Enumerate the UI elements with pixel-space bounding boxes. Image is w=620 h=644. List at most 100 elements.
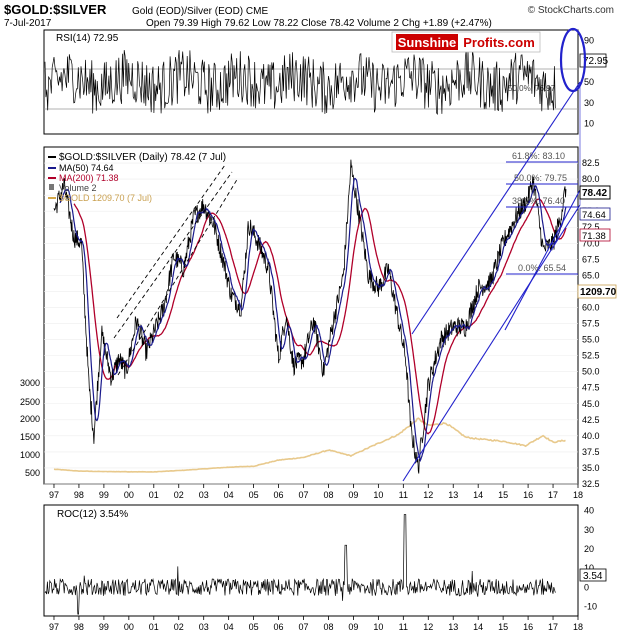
roc-panel: ROC(12) 3.54% 40 30 20 10 0 -10 3.54 [43, 504, 607, 617]
year-tick-label: 01 [149, 622, 159, 632]
tag-gold: 1209.70 [580, 287, 617, 298]
tag-ratio: 78.42 [582, 188, 607, 199]
fibonacci-levels [506, 161, 578, 275]
ratio-path [53, 159, 567, 474]
right-tick-label: 47.5 [582, 383, 600, 393]
left-tick-label: 2000 [20, 414, 40, 424]
year-tick-label: 03 [199, 490, 209, 500]
year-tick-label: 98 [74, 490, 84, 500]
rsi-tick-label: 90 [584, 35, 594, 45]
ma50-line [59, 177, 567, 463]
roc-tick-label: -10 [584, 601, 597, 611]
fib-label-000: 0.0%: 65.54 [518, 263, 566, 273]
year-tick-label: 15 [498, 490, 508, 500]
year-tick-label: 04 [224, 622, 234, 632]
year-tick-label: 13 [448, 490, 458, 500]
right-tick-label: 45.0 [582, 399, 600, 409]
chart-symbol: $GOLD:$SILVER [4, 2, 107, 17]
year-axis-main: 97 98 99 00 01 02 03 04 05 06 07 08 09 10 11 12 13 14 15 16… [49, 484, 583, 500]
year-tick-label: 98 [74, 622, 84, 632]
year-tick-label: 05 [249, 490, 259, 500]
rsi-tick-label: 10 [584, 119, 594, 129]
year-tick-label: 16 [523, 490, 533, 500]
year-tick-label: 18 [573, 622, 583, 632]
gold-series-path [53, 417, 566, 473]
legend-gold: $GOLD 1209.70 (7 Jul) [59, 193, 152, 203]
fib-label-500: 50.0%: 79.75 [514, 173, 567, 183]
right-tick-label: 37.5 [582, 447, 600, 457]
main-panel: 61.8%: 83.10 50.0%: 79.75 38.2%: 76.40 0… [20, 27, 617, 489]
year-tick-label: 02 [174, 490, 184, 500]
rsi-current-tag [579, 53, 607, 68]
roc-path [44, 514, 556, 615]
rsi-tick-label: 50 [584, 77, 594, 87]
year-tick-label: 00 [124, 622, 134, 632]
right-tick-label: 60.0 [582, 302, 600, 312]
gold-silver-ratio-line [53, 159, 567, 474]
year-tick-label: 13 [448, 622, 458, 632]
sunshine-profits-logo: Sunshine Profits.com [391, 31, 541, 53]
right-tick-label: 50.0 [582, 367, 600, 377]
fib-label-382: 38.2%: 76.40 [512, 196, 565, 206]
gold-price-line [53, 417, 566, 473]
right-tick-label: 55.0 [582, 335, 600, 345]
right-tick-label: 70.0 [582, 238, 600, 248]
legend-ma200: MA(200) 71.38 [59, 173, 119, 183]
left-tick-label: 2500 [20, 397, 40, 407]
dashed-trend-channel [113, 164, 239, 376]
right-tick-label: 65.0 [582, 270, 600, 280]
right-tick-label: 40.0 [582, 431, 600, 441]
watermark: © StockCharts.com [528, 5, 614, 16]
right-tick-label: 35.0 [582, 463, 600, 473]
chart-description: Gold (EOD)/Silver (EOD) CME [132, 6, 268, 17]
roc-label: ROC(12) 3.54% [57, 509, 128, 520]
year-tick-label: 11 [399, 490, 408, 500]
rsi-label: RSI(14) 72.95 [56, 33, 119, 44]
roc-tick-label: 40 [584, 506, 594, 516]
left-tick-label: 3000 [20, 378, 40, 388]
roc-axis: 40 30 20 10 0 -10 [584, 506, 597, 612]
right-tick-label: 42.5 [582, 415, 600, 425]
roc-tick-label: 10 [584, 563, 594, 573]
fib-label-618: 61.8%: 83.10 [512, 151, 565, 161]
year-tick-label: 06 [274, 490, 284, 500]
year-tick-label: 08 [323, 622, 333, 632]
right-tick-label: 52.5 [582, 351, 600, 361]
left-tick-label: 500 [25, 468, 40, 478]
roc-current-tag [579, 568, 607, 582]
chart-date: 7-Jul-2017 [4, 18, 52, 29]
roc-tick-label: 20 [584, 544, 594, 554]
left-tick-label: 1500 [20, 432, 40, 442]
right-tick-label: 67.5 [582, 254, 600, 264]
tag-ma200: 71.38 [582, 231, 606, 242]
main-gridlines [44, 162, 578, 485]
tag-ma50: 74.64 [582, 210, 606, 221]
legend-ratio: $GOLD:$SILVER (Daily) 78.42 (7 Jul) [59, 152, 226, 163]
year-tick-label: 15 [498, 622, 508, 632]
year-tick-label: 04 [224, 490, 234, 500]
year-tick-label: 18 [573, 490, 583, 500]
year-tick-label: 11 [399, 622, 408, 632]
year-tick-label: 10 [373, 490, 383, 500]
legend-volume: Volume 2 [59, 183, 97, 193]
ma50-path [59, 177, 567, 463]
roc-current-value: 3.54 [583, 571, 603, 582]
year-tick-label: 05 [249, 622, 259, 632]
highlight-ellipse [559, 27, 587, 93]
left-tick-label: 1000 [20, 450, 40, 460]
year-tick-label: 09 [348, 622, 358, 632]
rsi-path [44, 49, 556, 115]
rsi-tick-label: 30 [584, 98, 594, 108]
year-tick-label: 12 [423, 490, 433, 500]
year-tick-label: 01 [149, 490, 159, 500]
right-tick-label: 32.5 [582, 479, 600, 489]
roc-line [44, 514, 556, 615]
value-tags: 78.42 74.64 71.38 1209.70 [577, 185, 617, 299]
logo-text-right: Profits.com [463, 35, 535, 50]
right-tick-label: 72.5 [582, 222, 600, 232]
right-tick-label: 80.0 [582, 174, 600, 184]
year-tick-label: 03 [199, 622, 209, 632]
roc-tick-label: 0 [584, 582, 589, 592]
right-tick-label: 57.5 [582, 319, 600, 329]
